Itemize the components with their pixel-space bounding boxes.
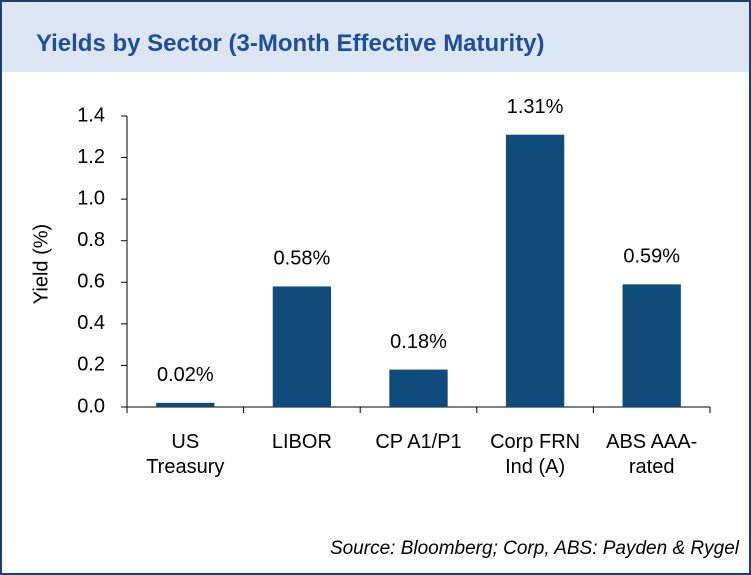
data-label: 0.18%	[390, 331, 447, 353]
y-tick-label: 0.4	[77, 312, 105, 334]
x-tick-label: Corp FRN Ind (A)	[490, 431, 581, 478]
data-label: 0.59%	[623, 246, 680, 268]
data-label: 0.58%	[274, 248, 331, 270]
x-tick-label: US Treasury	[146, 431, 225, 478]
chart-title: Yields by Sector (3-Month Effective Matu…	[36, 30, 545, 57]
bar	[389, 369, 448, 407]
y-tick-label: 1.2	[77, 146, 105, 168]
y-axis-label: Yield (%)	[30, 224, 52, 304]
bar	[272, 286, 332, 407]
y-tick-label: 1.0	[77, 187, 105, 209]
x-tick-label: ABS AAA-rated	[606, 431, 698, 478]
y-tick-label: 0.0	[77, 395, 105, 417]
y-tick-label: 0.6	[77, 271, 105, 293]
title-band	[2, 2, 749, 72]
bar	[156, 402, 215, 407]
x-tick-label: CP A1/P1	[375, 431, 462, 453]
x-tick-label: LIBOR	[271, 431, 332, 453]
bar	[505, 134, 565, 407]
y-tick-label: 0.2	[77, 354, 105, 376]
data-label: 1.31%	[507, 96, 564, 118]
source-note: Source: Bloomberg; Corp, ABS: Payden & R…	[329, 538, 739, 559]
y-tick-label: 0.8	[77, 229, 105, 251]
data-label: 0.02%	[157, 364, 214, 386]
y-tick-label: 1.4	[77, 104, 105, 126]
bar	[622, 284, 681, 407]
